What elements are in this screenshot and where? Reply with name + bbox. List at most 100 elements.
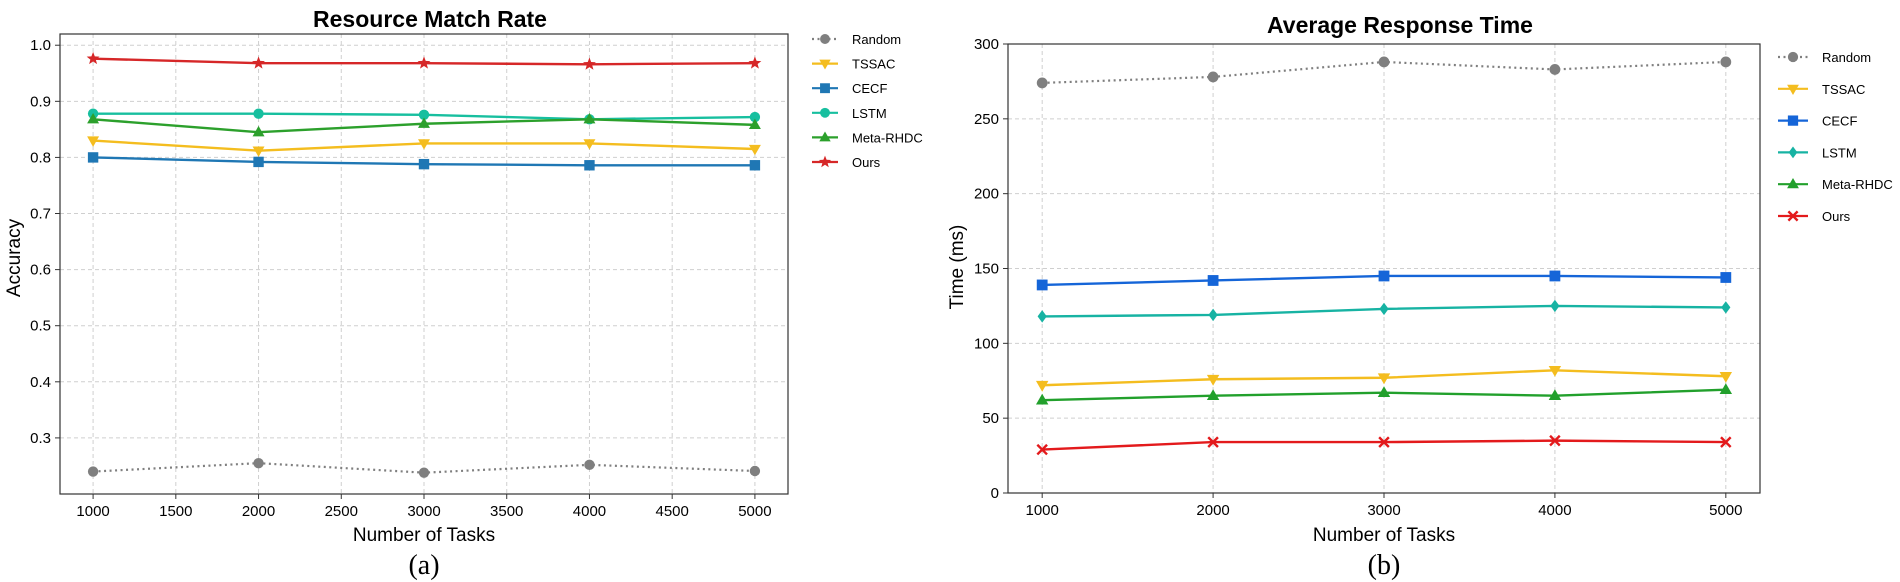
data-point: [583, 57, 596, 70]
x-tick-label: 4000: [1538, 502, 1571, 519]
x-tick-label: 3500: [490, 503, 523, 520]
data-point: [1549, 64, 1561, 75]
series-ours: [1036, 434, 1732, 456]
data-point: [748, 144, 761, 156]
data-point: [820, 34, 830, 44]
data-point: [252, 56, 265, 69]
y-tick-label: 250: [974, 111, 999, 128]
y-axis-label: Accuracy: [4, 218, 25, 297]
legend-label: TSSAC: [852, 57, 895, 72]
legend-item: Meta-RHDC: [1778, 177, 1893, 192]
legend: Random TSSAC CECF LSTM Meta-RHDC Ours: [1778, 50, 1893, 224]
chart-title: Average Response Time: [1267, 12, 1533, 38]
data-point: [418, 467, 430, 478]
x-tick-label: 3000: [1367, 502, 1400, 519]
chart-title: Resource Match Rate: [313, 6, 547, 32]
data-point: [584, 160, 595, 171]
y-tick-label: 0: [991, 485, 999, 502]
data-point: [748, 118, 761, 130]
data-point: [1548, 389, 1562, 401]
data-point: [1377, 386, 1391, 398]
legend-item: CECF: [1778, 114, 1857, 129]
data-point: [1720, 56, 1732, 68]
legend-item: LSTM: [1778, 145, 1857, 160]
data-point: [1721, 301, 1731, 314]
data-point: [1035, 393, 1049, 405]
legend-item: Ours: [812, 155, 881, 170]
caption-a: (a): [408, 550, 439, 581]
x-tick-label: 2000: [242, 503, 275, 520]
x-tick-label: 2000: [1196, 502, 1229, 519]
data-point: [253, 156, 264, 168]
y-tick-label: 100: [974, 335, 999, 352]
legend-label: Ours: [1822, 209, 1851, 224]
series-ours: [86, 51, 762, 70]
legend-label: Ours: [852, 155, 881, 170]
data-point: [87, 136, 100, 147]
data-point: [1720, 272, 1732, 283]
data-point: [583, 139, 596, 150]
data-point: [87, 113, 100, 124]
data-point: [417, 56, 431, 69]
data-point: [1207, 275, 1219, 286]
legend-item: Meta-RHDC: [812, 130, 923, 145]
chart-panel-a: Resource Match Rate 1000 1500 2000 2500 3000…: [4, 6, 923, 581]
data-point: [583, 113, 596, 124]
legend-label: LSTM: [852, 106, 887, 121]
data-point: [1207, 436, 1219, 448]
legend-label: LSTM: [1822, 145, 1857, 160]
data-point: [749, 465, 761, 477]
plot-frame: [59, 33, 789, 495]
y-tick-label: 0.8: [30, 149, 51, 166]
y-tick-label: 50: [982, 410, 999, 427]
series-cecf: [87, 152, 761, 171]
data-point: [1378, 270, 1390, 282]
x-axis-label: Number of Tasks: [1313, 525, 1455, 546]
data-point: [1036, 77, 1048, 89]
data-point: [1788, 146, 1798, 159]
x-tick-label: 5000: [738, 503, 771, 520]
data-point: [1035, 380, 1049, 392]
data-point: [818, 155, 832, 168]
y-tick-label: 0.6: [30, 262, 51, 279]
data-point: [1787, 115, 1799, 126]
legend-item: LSTM: [812, 106, 887, 121]
data-point: [1379, 302, 1389, 316]
x-tick-label: 5000: [1709, 502, 1742, 519]
legend-item: TSSAC: [812, 57, 895, 72]
legend-label: Meta-RHDC: [1822, 177, 1893, 192]
series-random: [1036, 56, 1732, 89]
data-point: [1719, 383, 1733, 395]
data-point: [253, 457, 264, 469]
data-point: [1206, 374, 1220, 386]
x-tick-label: 1000: [1025, 502, 1058, 519]
legend-label: CECF: [852, 81, 887, 96]
data-point: [819, 59, 831, 70]
x-tick-label: 3000: [407, 503, 440, 520]
data-point: [87, 466, 99, 477]
series-tssac: [1035, 365, 1733, 392]
x-tick-label: 2500: [325, 503, 358, 520]
legend-item: Ours: [1778, 209, 1851, 224]
x-tick-label: 1500: [159, 503, 192, 520]
legend-label: CECF: [1822, 114, 1857, 129]
data-point: [1787, 84, 1799, 95]
series-cecf: [1036, 270, 1732, 291]
legend-item: CECF: [812, 81, 887, 96]
legend-label: Meta-RHDC: [852, 130, 923, 145]
y-axis-label: Time (ms): [947, 225, 968, 310]
data-point: [584, 459, 595, 471]
data-point: [1036, 443, 1048, 456]
data-point: [1549, 270, 1561, 282]
data-point: [1037, 310, 1047, 323]
data-point: [253, 108, 264, 119]
data-point: [748, 56, 762, 69]
y-tick-label: 0.3: [30, 430, 51, 447]
data-point: [1207, 71, 1219, 83]
data-point: [252, 146, 265, 157]
data-point: [1787, 210, 1799, 222]
data-point: [418, 109, 430, 120]
data-point: [1719, 371, 1733, 383]
data-point: [1548, 365, 1562, 377]
